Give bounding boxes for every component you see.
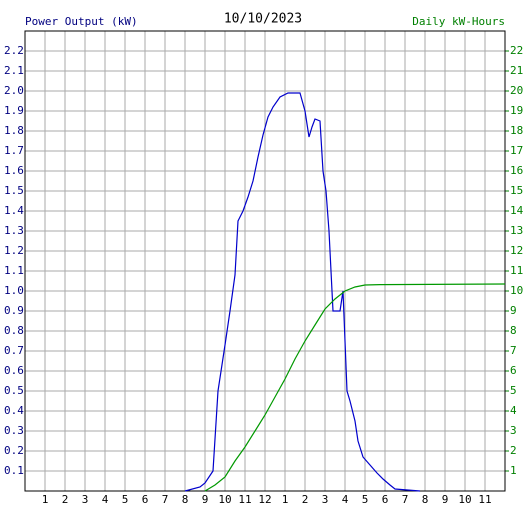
y2-tick-label: 6 [510, 364, 517, 377]
y-tick-label: 0.8 [4, 324, 24, 337]
y-tick-label: 1.9 [4, 104, 24, 117]
y-tick-label: 2.2 [4, 44, 24, 57]
y-tick-label: 1.2 [4, 244, 24, 257]
plot-border [24, 30, 506, 492]
y-tick-label: 2.1 [4, 64, 24, 77]
x-tick-label: 8 [422, 493, 429, 506]
y-tick-label: 1.4 [4, 204, 24, 217]
y2-tick-label: 4 [510, 404, 517, 417]
series-line [184, 92, 421, 492]
x-tick-label: 8 [182, 493, 189, 506]
x-tick-label: 6 [382, 493, 389, 506]
y-tick-label: 0.9 [4, 304, 24, 317]
y2-tick-label: 8 [510, 324, 517, 337]
y2-tick-label: 10 [510, 284, 523, 297]
y-tick-label: 0.6 [4, 364, 24, 377]
x-tick-label: 9 [202, 493, 209, 506]
x-tick-label: 6 [142, 493, 149, 506]
x-tick-label: 1 [42, 493, 49, 506]
y2-tick-label: 2 [510, 444, 517, 457]
x-tick-label: 4 [342, 493, 349, 506]
y-tick-label: 0.1 [4, 464, 24, 477]
y2-axis-label: Daily kW-Hours [412, 15, 505, 28]
chart-title: 10/10/2023 [224, 12, 302, 27]
y2-tick-label: 20 [510, 84, 523, 97]
y-tick-label: 1.8 [4, 124, 24, 137]
series-line [204, 283, 506, 492]
y2-tick-label: 3 [510, 424, 517, 437]
y-tick-label: 0.5 [4, 384, 24, 397]
x-tick-label: 4 [102, 493, 109, 506]
y2-tick-label: 11 [510, 264, 523, 277]
y-tick-label: 1.7 [4, 144, 24, 157]
y2-tick-label: 9 [510, 304, 517, 317]
x-tick-label: 11 [238, 493, 251, 506]
x-tick-label: 7 [162, 493, 169, 506]
y2-tick-label: 18 [510, 124, 523, 137]
y-tick-label: 0.3 [4, 424, 24, 437]
y-tick-label: 0.4 [4, 404, 24, 417]
y2-tick-label: 21 [510, 64, 523, 77]
y-tick-label: 1.6 [4, 164, 24, 177]
y-tick-label: 0.2 [4, 444, 24, 457]
x-tick-label: 3 [82, 493, 89, 506]
x-tick-label: 10 [218, 493, 231, 506]
y2-tick-label: 7 [510, 344, 517, 357]
x-tick-label: 12 [258, 493, 271, 506]
y-tick-label: 1.3 [4, 224, 24, 237]
x-tick-label: 5 [122, 493, 129, 506]
y-tick-label: 1.1 [4, 264, 24, 277]
y-tick-label: 0.7 [4, 344, 24, 357]
x-tick-label: 7 [402, 493, 409, 506]
y2-tick-label: 13 [510, 224, 523, 237]
x-tick-label: 10 [458, 493, 471, 506]
x-tick-label: 5 [362, 493, 369, 506]
x-tick-label: 3 [322, 493, 329, 506]
x-tick-label: 11 [478, 493, 491, 506]
y2-tick-label: 5 [510, 384, 517, 397]
y2-tick-label: 17 [510, 144, 523, 157]
y2-tick-label: 12 [510, 244, 523, 257]
y-tick-label: 2.0 [4, 84, 24, 97]
y2-tick-label: 1 [510, 464, 517, 477]
y-axis-label: Power Output (kW) [25, 15, 138, 28]
y2-tick-label: 22 [510, 44, 523, 57]
y-tick-label: 1.0 [4, 284, 24, 297]
y2-tick-label: 14 [510, 204, 524, 217]
y2-tick-label: 16 [510, 164, 523, 177]
y2-tick-label: 19 [510, 104, 523, 117]
x-tick-label: 9 [442, 493, 449, 506]
x-tick-label: 2 [302, 493, 309, 506]
x-tick-label: 1 [282, 493, 289, 506]
y-tick-label: 1.5 [4, 184, 24, 197]
y2-tick-label: 15 [510, 184, 523, 197]
x-tick-label: 2 [62, 493, 69, 506]
